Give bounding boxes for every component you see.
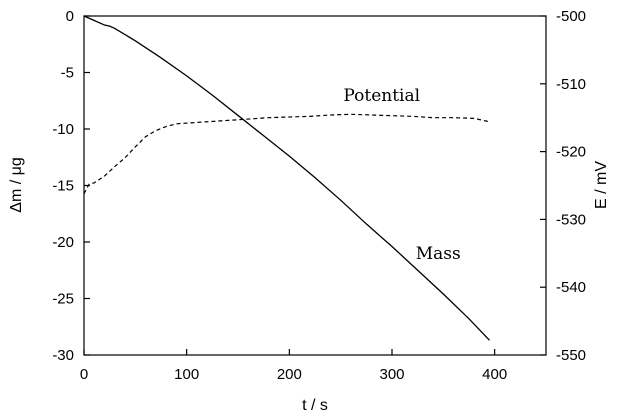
y-right-tick-label: -550 [556,347,586,364]
y-right-tick-label: -520 [556,144,586,161]
x-tick-label: 0 [80,366,88,383]
y-right-tick-label: -530 [556,211,586,228]
y-left-tick-label: 0 [66,8,74,25]
y-right-tick-label: -540 [556,279,586,296]
potential-annotation: Potential [343,86,420,106]
mass-series-line [83,15,490,341]
x-tick-label: 300 [379,366,404,383]
y-left-axis-label: Δm / μg [8,157,25,212]
y-left-tick-label: -30 [52,347,74,364]
y-right-axis-label: E / mV [593,161,610,209]
y-left-tick-label: -20 [52,234,74,251]
y-left-tick-label: -15 [52,178,74,195]
y-right-tick-label: -500 [556,8,586,25]
x-axis-ticks: 0 100 200 300 400 [80,349,507,383]
potential-series-line [83,113,490,194]
x-axis-label: t / s [302,397,328,414]
plot-frame [83,15,547,356]
x-tick-label: 100 [174,366,199,383]
y-left-tick-label: -10 [52,121,74,138]
mass-annotation: Mass [416,244,461,264]
y-right-tick-label: -510 [556,76,586,93]
x-tick-label: 400 [482,366,507,383]
y-right-axis-ticks: -500 -510 -520 -530 -540 -550 [540,8,586,364]
y-left-tick-label: -25 [52,291,74,308]
x-tick-label: 200 [277,366,302,383]
y-left-tick-label: -5 [61,65,74,82]
